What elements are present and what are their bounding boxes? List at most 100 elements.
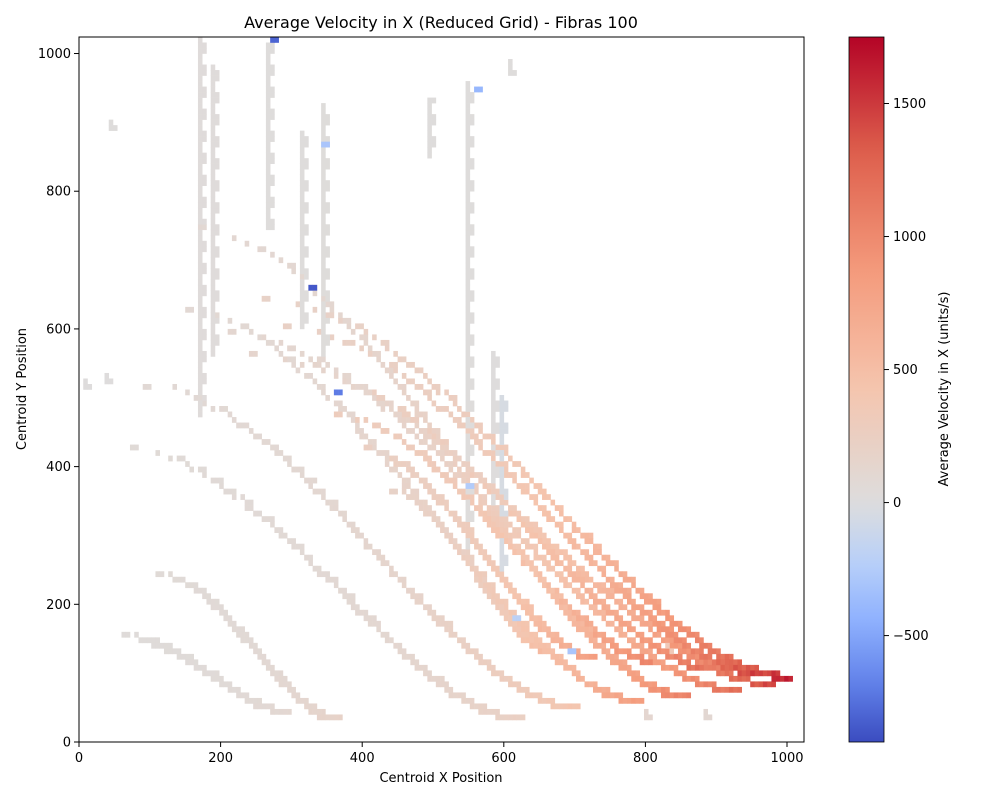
heatmap-cell — [231, 494, 237, 500]
heatmap-cell — [384, 367, 390, 374]
heatmap-cell — [440, 472, 445, 478]
heatmap-cell — [559, 637, 564, 644]
heatmap-cell — [520, 521, 526, 528]
heatmap-cell — [274, 675, 279, 682]
heatmap-cell — [427, 609, 432, 616]
heatmap-cell — [631, 637, 636, 644]
heatmap-cell — [605, 692, 611, 699]
heatmap-cell — [465, 246, 471, 253]
heatmap-cell — [372, 615, 377, 622]
heatmap-cell — [197, 48, 203, 54]
heatmap-cell — [563, 516, 568, 522]
heatmap-cell — [469, 422, 475, 429]
y-tick-label: 400 — [46, 460, 71, 475]
heatmap-cell — [423, 433, 428, 440]
heatmap-cell — [482, 708, 488, 715]
heatmap-cell — [325, 395, 330, 401]
heatmap-cell — [435, 433, 441, 440]
heatmap-cell — [431, 383, 437, 390]
x-axis-label: Centroid X Position — [379, 771, 502, 786]
heatmap-cell — [210, 257, 216, 264]
heatmap-cell — [593, 637, 598, 644]
heatmap-cell — [618, 626, 624, 633]
heatmap-cell — [265, 202, 271, 209]
heatmap-cell — [610, 560, 615, 567]
heatmap-cell — [321, 229, 326, 236]
heatmap-cell — [265, 64, 271, 71]
heatmap-cell — [567, 642, 573, 649]
heatmap-cell — [431, 675, 437, 682]
heatmap-cell — [325, 246, 330, 253]
heatmap-cell — [610, 637, 615, 644]
heatmap-cell — [423, 417, 428, 423]
heatmap-cell — [312, 306, 318, 313]
heatmap-cell — [197, 103, 203, 109]
heatmap-cell — [261, 516, 267, 522]
heatmap-cell — [529, 604, 534, 611]
heatmap-cell — [299, 218, 305, 225]
heatmap-cell — [495, 510, 500, 517]
heatmap-cell — [699, 681, 704, 688]
heatmap-cell — [516, 516, 522, 522]
heatmap-cell — [593, 631, 598, 638]
heatmap-cell — [618, 648, 624, 655]
heatmap-cell — [588, 681, 594, 688]
heatmap-cell — [491, 527, 496, 534]
heatmap-cell — [618, 598, 624, 605]
heatmap-cell — [508, 620, 513, 627]
heatmap-cell — [588, 626, 594, 633]
heatmap-cell — [325, 163, 330, 170]
heatmap-cell — [202, 400, 207, 407]
heatmap-cell — [465, 174, 471, 181]
heatmap-cell — [210, 97, 216, 104]
heatmap-cell — [478, 582, 483, 589]
heatmap-cell — [478, 428, 483, 434]
heatmap-cell — [622, 648, 628, 655]
heatmap-cell — [728, 664, 734, 671]
heatmap-cell — [359, 428, 364, 434]
heatmap-cell — [469, 472, 475, 478]
heatmap-cell — [741, 664, 747, 671]
heatmap-cell — [197, 152, 203, 159]
heatmap-cell — [550, 554, 556, 561]
heatmap-cell — [559, 642, 564, 649]
heatmap-cell — [762, 681, 768, 688]
heatmap-cell — [469, 158, 475, 164]
heatmap-cell — [469, 466, 475, 473]
heatmap-cell — [202, 224, 207, 231]
colorbar-tick-label: 500 — [893, 363, 918, 378]
heatmap-cell — [185, 461, 190, 467]
heatmap-cell — [210, 125, 216, 131]
heatmap-cell — [231, 328, 237, 335]
heatmap-cell — [677, 653, 683, 660]
heatmap-cell — [321, 207, 326, 214]
heatmap-cell — [342, 317, 347, 324]
heatmap-cell — [508, 609, 513, 616]
heatmap-cell — [512, 587, 517, 594]
heatmap-cell — [491, 461, 496, 467]
heatmap-cell — [499, 714, 505, 721]
heatmap-cell — [495, 356, 500, 363]
heatmap-cell — [325, 334, 330, 341]
heatmap-cell — [325, 361, 330, 368]
heatmap-cell — [299, 472, 305, 478]
heatmap-cell — [414, 406, 420, 412]
heatmap-cell — [465, 196, 471, 203]
heatmap-cell — [355, 417, 360, 423]
heatmap-cell — [172, 648, 178, 655]
heatmap-cell — [410, 428, 415, 434]
heatmap-cell — [677, 642, 683, 649]
heatmap-cell — [270, 108, 275, 115]
heatmap-cell — [270, 136, 275, 142]
heatmap-cell — [321, 389, 326, 396]
heatmap-cell — [478, 494, 483, 500]
heatmap-cell — [491, 593, 496, 600]
heatmap-cell — [622, 659, 628, 666]
heatmap-cell — [495, 516, 500, 522]
heatmap-cell — [559, 521, 564, 528]
heatmap-cell — [571, 664, 577, 671]
heatmap-cell — [329, 576, 335, 583]
heatmap-cell — [321, 147, 326, 153]
heatmap-cell — [197, 53, 203, 60]
heatmap-cell — [299, 295, 305, 302]
